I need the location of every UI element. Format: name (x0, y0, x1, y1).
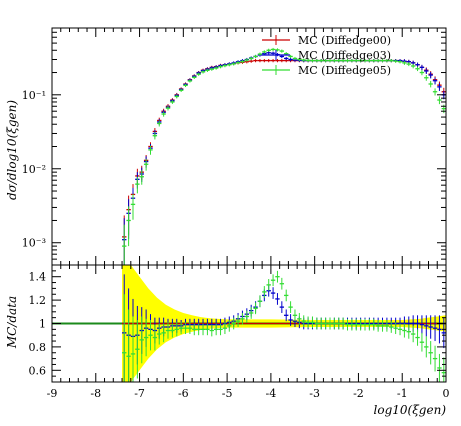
main-panel: 10⁻³ 10⁻² 10⁻¹ dσ/dlog10(ξgen) MC (Diffedg… (5, 27, 447, 266)
x-tick-label: -5 (222, 387, 233, 400)
x-tick-label: -9 (47, 387, 58, 400)
ratio-y-axis-label: MC/data (5, 296, 19, 349)
legend-label: MC (Diffedge00) (298, 34, 391, 47)
main-y-tick-label: 10⁻² (22, 163, 46, 176)
chart-legend: MC (Diffedge00) MC (Diffedge03) MC (Diffed… (262, 34, 391, 77)
main-series-layer (122, 47, 446, 265)
legend-label: MC (Diffedge05) (298, 64, 391, 77)
x-ticks: -9 -8 -7 -6 -5 -4 -3 -2 -1 0 (47, 28, 450, 400)
x-tick-label: -1 (397, 387, 408, 400)
ratio-y-ticks: 0.6 0.8 1 1.2 1.4 (29, 264, 446, 383)
main-y-axis-label: dσ/dlog10(ξgen) (5, 100, 19, 200)
main-y-ticks: 10⁻³ 10⁻² 10⁻¹ (22, 27, 446, 266)
ratio-y-tick-label: 1 (39, 318, 46, 331)
x-tick-label: -7 (134, 387, 145, 400)
ratio-y-tick-label: 1.4 (29, 271, 47, 284)
x-tick-label: -8 (90, 387, 101, 400)
x-tick-label: -6 (178, 387, 189, 400)
ratio-panel: 0.6 0.8 1 1.2 1.4 -9 -8 -7 -6 -5 -4 -3 -2 -1 0 MC/dat… (5, 28, 450, 417)
main-y-tick-label: 10⁻¹ (22, 89, 46, 102)
x-tick-label: 0 (443, 387, 450, 400)
ratio-series-layer (122, 270, 446, 382)
x-tick-label: -3 (309, 387, 320, 400)
main-y-tick-label: 10⁻³ (22, 237, 46, 250)
x-tick-label: -4 (266, 387, 277, 400)
ratio-y-tick-label: 0.8 (29, 341, 47, 354)
legend-label: MC (Diffedge03) (298, 49, 391, 62)
x-axis-label: log10(ξgen) (374, 403, 447, 417)
x-tick-label: -2 (353, 387, 364, 400)
ratio-y-tick-label: 1.2 (29, 294, 47, 307)
ratio-y-tick-label: 0.6 (29, 364, 47, 377)
